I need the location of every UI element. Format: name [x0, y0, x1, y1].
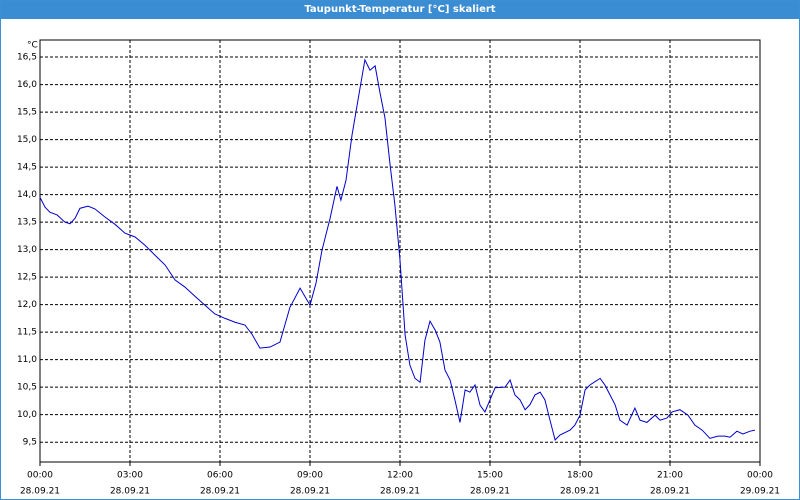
y-tick-label: 16,5	[17, 53, 37, 63]
x-tick-label: 18:00	[567, 471, 593, 481]
y-tick-label: 13,5	[17, 218, 37, 228]
y-tick-label: 11,5	[17, 328, 37, 338]
y-tick-label: 16,0	[17, 80, 37, 90]
y-unit: °C	[27, 41, 38, 51]
x-tick-label: 00:00	[747, 471, 773, 481]
y-tick-label: 9,5	[23, 438, 37, 448]
data-line	[39, 58, 756, 441]
x-tick-label: 09:00	[297, 471, 323, 481]
y-tick-label: 14,5	[17, 163, 37, 173]
y-tick-label: 10,0	[17, 410, 37, 420]
x-tick-label: 06:00	[207, 471, 233, 481]
y-tick-label: 10,5	[17, 383, 37, 393]
y-tick-label: 11,0	[17, 355, 37, 365]
y-tick-label: 12,0	[17, 300, 37, 310]
y-tick-label: 13,0	[17, 245, 37, 255]
x-tick-date: 28.09.21	[470, 487, 510, 497]
x-tick-label: 03:00	[117, 471, 143, 481]
x-tick-date: 28.09.21	[200, 487, 240, 497]
x-tick-date: 28.09.21	[110, 487, 150, 497]
plot-frame	[39, 39, 761, 463]
x-tick-date: 28.09.21	[290, 487, 330, 497]
window-title: Taupunkt-Temperatur [°C] skaliert	[1, 1, 799, 19]
x-tick-date: 29.09.21	[740, 487, 780, 497]
y-tick-label: 15,0	[17, 135, 37, 145]
x-tick-label: 15:00	[477, 471, 503, 481]
x-tick-date: 28.09.21	[20, 487, 60, 497]
y-tick-label: 12,5	[17, 273, 37, 283]
x-tick-date: 28.09.21	[380, 487, 420, 497]
x-tick-date: 28.09.21	[560, 487, 600, 497]
y-tick-label: 15,5	[17, 108, 37, 118]
y-tick-label: 14,0	[17, 190, 37, 200]
x-tick-label: 21:00	[657, 471, 683, 481]
x-tick-date: 28.09.21	[650, 487, 690, 497]
x-tick-label: 12:00	[387, 471, 413, 481]
x-tick-label: 00:00	[27, 471, 53, 481]
